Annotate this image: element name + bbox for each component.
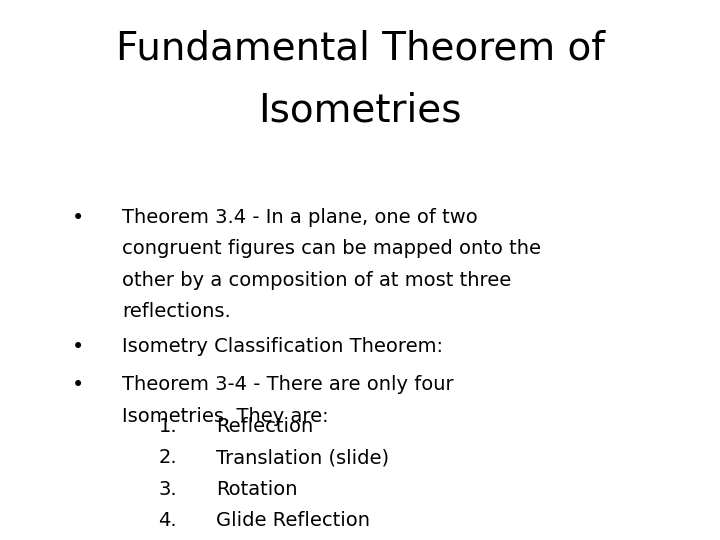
Text: •: • (72, 338, 84, 357)
Text: Isometries. They are:: Isometries. They are: (122, 407, 329, 426)
Text: other by a composition of at most three: other by a composition of at most three (122, 271, 512, 289)
Text: 2.: 2. (158, 448, 177, 467)
Text: Translation (slide): Translation (slide) (216, 448, 389, 467)
Text: Isometries: Isometries (258, 92, 462, 130)
Text: Theorem 3-4 - There are only four: Theorem 3-4 - There are only four (122, 375, 454, 394)
Text: 1.: 1. (158, 417, 177, 436)
Text: reflections.: reflections. (122, 302, 231, 321)
Text: 3.: 3. (158, 480, 177, 498)
Text: Isometry Classification Theorem:: Isometry Classification Theorem: (122, 338, 444, 356)
Text: 4.: 4. (158, 511, 177, 530)
Text: •: • (72, 375, 84, 395)
Text: congruent figures can be mapped onto the: congruent figures can be mapped onto the (122, 239, 541, 258)
Text: Glide Reflection: Glide Reflection (216, 511, 370, 530)
Text: Theorem 3.4 - In a plane, one of two: Theorem 3.4 - In a plane, one of two (122, 208, 478, 227)
Text: •: • (72, 208, 84, 228)
Text: Fundamental Theorem of: Fundamental Theorem of (115, 30, 605, 68)
Text: Reflection: Reflection (216, 417, 313, 436)
Text: Rotation: Rotation (216, 480, 297, 498)
